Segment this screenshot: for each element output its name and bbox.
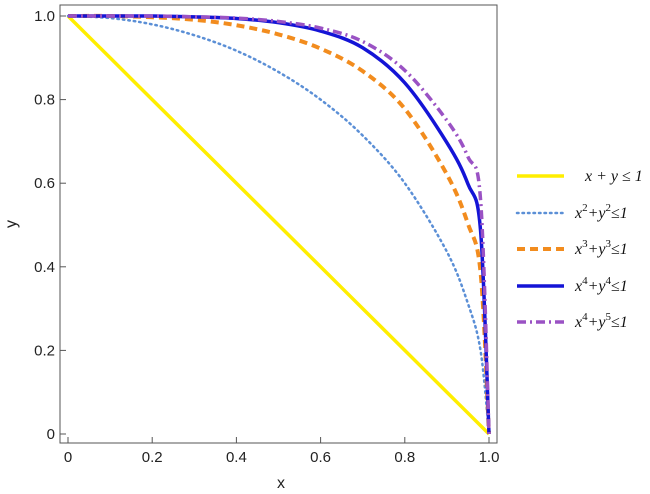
legend-label-s2: x2+y2≤1 [574,202,628,222]
legend-label-part: + [588,278,599,295]
x-tick-label: 0.2 [142,449,163,466]
legend-label-part: + [588,241,599,258]
legend-label-part: 4 [582,311,588,323]
legend-label-part: 3 [606,238,612,250]
legend-label-part: x [574,205,582,222]
y-tick-label: 0 [47,426,55,443]
legend-label-s4: x4+y4≤1 [574,275,628,295]
y-axis-label: y [3,220,20,228]
ticks: 0 0.2 0.4 0.6 0.8 1.0 0 0.2 0.4 0.6 0.8 1.0 [34,8,499,466]
legend-label-part: 2 [582,202,588,214]
legend-label-part: 4 [582,275,588,287]
series-line-s2 [66,14,491,436]
legend-label-part: y [596,278,606,295]
legend-label-s3: x3+y3≤1 [574,238,628,258]
y-tick-label: 0.4 [34,259,55,276]
legend-label-part: x [574,241,582,258]
legend-label-part: 5 [606,311,612,323]
y-tick-label: 1.0 [34,8,55,25]
x-tick-label: 0.4 [226,449,247,466]
x-axis-label: x [277,475,285,492]
legend-label-part: x + y ≤ 1 [584,168,643,185]
x-tick-label: 0 [64,449,72,466]
y-tick-label: 0.2 [34,342,55,359]
legend-label-part: ≤1 [611,278,628,295]
x-tick-label: 0.8 [394,449,415,466]
legend-label-part: + [588,314,599,331]
plot-frame [59,4,498,444]
legend-label-s5: x4+y5≤1 [574,311,628,331]
series-line-s4 [67,14,491,435]
legend-label-part: y [596,314,606,331]
x-tick-label: 1.0 [479,449,500,466]
legend-label-part: ≤1 [611,241,628,258]
legend-label-part: ≤1 [611,314,628,331]
y-tick-label: 0.6 [34,175,55,192]
legend-label-part: x [574,278,582,295]
series-line-s5 [67,14,491,435]
legend-label-part: 4 [606,275,612,287]
legend-label-part: 2 [606,202,612,214]
y-tick-label: 0.8 [34,92,55,109]
legend-label-part: ≤1 [611,205,628,222]
legend-label-part: 3 [582,238,588,250]
legend-label-part: y [596,205,606,222]
legend-label-part: + [588,205,599,222]
legend: x + y ≤ 1x2+y2≤1x3+y3≤1x4+y4≤1x4+y5≤1 [515,168,643,331]
series-line-s1 [66,14,491,436]
legend-label-part: y [596,241,606,258]
x-tick-label: 0.6 [310,449,331,466]
series-layer [66,13,491,436]
legend-label-s1: x + y ≤ 1 [584,168,643,185]
legend-label-part: x [574,314,582,331]
